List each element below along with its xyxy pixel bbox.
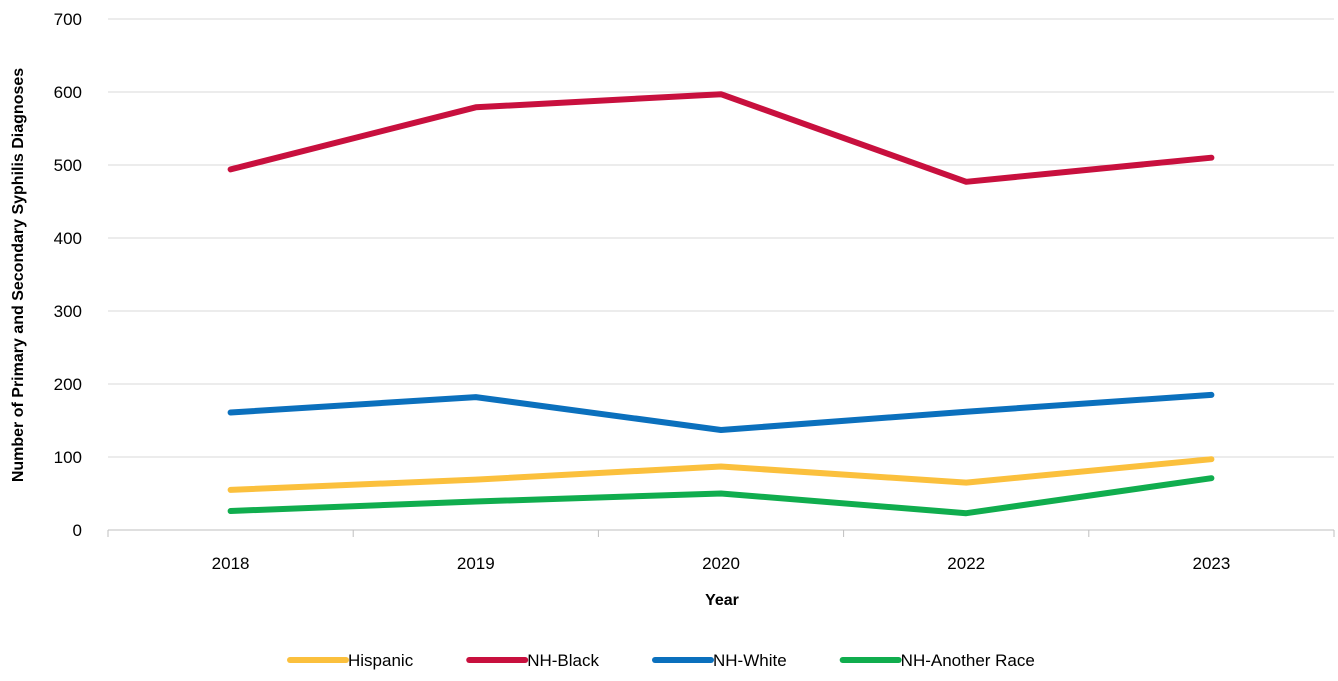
- y-tick-label: 200: [54, 375, 82, 394]
- y-tick-label: 0: [73, 521, 82, 540]
- y-tick-label: 400: [54, 229, 82, 248]
- y-tick-label: 500: [54, 156, 82, 175]
- x-axis: 2018 2019 2020 2022 2023: [107, 529, 1335, 573]
- legend-label: Hispanic: [348, 651, 414, 670]
- legend-label: NH-White: [713, 651, 787, 670]
- series-line-nh-another-race: [227, 475, 1215, 517]
- legend-item: NH-Black: [466, 651, 599, 670]
- y-tick-label: 300: [54, 302, 82, 321]
- legend-label: NH-Another Race: [901, 651, 1035, 670]
- legend-item: Hispanic: [287, 651, 414, 670]
- y-tick-label: 600: [54, 83, 82, 102]
- y-axis-title: Number of Primary and Secondary Syphilis…: [10, 68, 27, 482]
- legend: Hispanic NH-Black NH-White NH-Another Race: [287, 651, 1035, 670]
- series-line-nh-black: [227, 91, 1215, 185]
- x-tick-label: 2023: [1192, 554, 1230, 573]
- x-tick-label: 2019: [457, 554, 495, 573]
- y-axis-ticks: 0 100 200 300 400 500 600 700: [54, 10, 82, 540]
- legend-label: NH-Black: [527, 651, 599, 670]
- x-tick-label: 2020: [702, 554, 740, 573]
- series-line-hispanic: [227, 456, 1215, 493]
- series-lines: [227, 91, 1215, 517]
- gridlines: [108, 18, 1334, 458]
- legend-item: NH-White: [652, 651, 787, 670]
- legend-item: NH-Another Race: [839, 651, 1035, 670]
- y-tick-label: 100: [54, 448, 82, 467]
- x-tick-label: 2022: [947, 554, 985, 573]
- x-axis-title: Year: [705, 592, 739, 609]
- y-tick-label: 700: [54, 10, 82, 29]
- series-line-nh-white: [227, 391, 1215, 433]
- x-tick-label: 2018: [212, 554, 250, 573]
